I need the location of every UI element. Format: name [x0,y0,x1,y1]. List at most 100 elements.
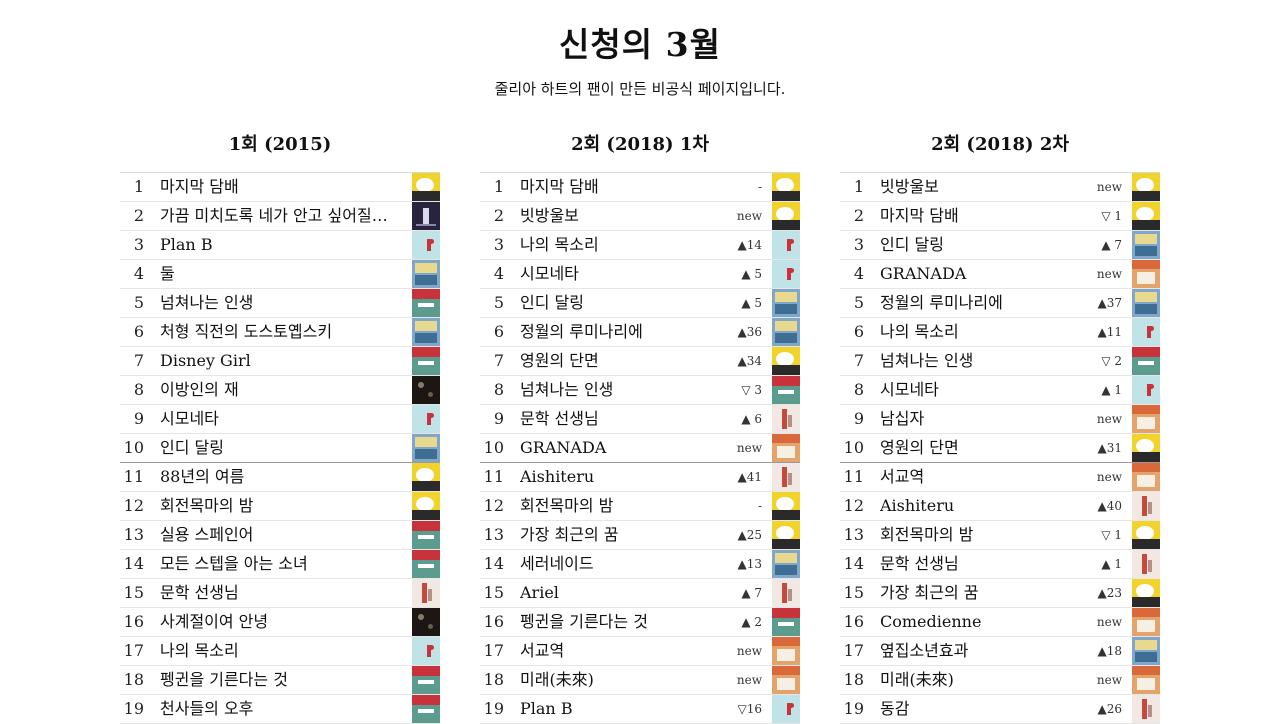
song-title-link[interactable]: 인디 달링 [160,438,224,457]
song-row[interactable]: 11 88년의 여름 [120,463,440,492]
song-title-link[interactable]: 가끔 미치도록 네가 안고 싶어질 ... [160,206,390,225]
song-title-link[interactable]: 인디 달링 [520,293,584,312]
song-row[interactable]: 17 옆집소년효과 ▲18 [840,637,1160,666]
song-title-link[interactable]: 서교역 [880,467,925,486]
song-title-link[interactable]: 가장 최근의 꿈 [520,525,619,544]
song-row[interactable]: 12 회전목마의 밤 [120,492,440,521]
song-row[interactable]: 15 가장 최근의 꿈 ▲23 [840,579,1160,608]
song-title-link[interactable]: 넘쳐나는 인생 [160,293,254,312]
song-row[interactable]: 10 GRANADA new [480,434,800,463]
song-title-link[interactable]: 서교역 [520,641,565,660]
song-title-link[interactable]: 가장 최근의 꿈 [880,583,979,602]
song-row[interactable]: 13 실용 스페인어 [120,521,440,550]
song-title-link[interactable]: 사계절이여 안녕 [160,612,269,631]
song-title-link[interactable]: 넘쳐나는 인생 [520,380,614,399]
song-row[interactable]: 10 영원의 단면 ▲31 [840,434,1160,463]
song-title-link[interactable]: 펭귄을 기른다는 것 [520,612,648,631]
song-row[interactable]: 14 세러네이드 ▲13 [480,550,800,579]
song-title-link[interactable]: 나의 목소리 [160,641,239,660]
song-row[interactable]: 6 처형 직전의 도스토옙스키 [120,318,440,347]
song-row[interactable]: 2 빗방울보 new [480,202,800,231]
song-title-link[interactable]: Ariel [520,583,559,602]
song-row[interactable]: 18 미래(未來) new [480,666,800,695]
song-row[interactable]: 10 인디 달링 [120,434,440,463]
song-row[interactable]: 15 문학 선생님 [120,579,440,608]
song-title-link[interactable]: Aishiteru [880,496,955,515]
song-title-link[interactable]: 이방인의 재 [160,380,239,399]
song-row[interactable]: 19 Plan B ▽16 [480,695,800,724]
song-row[interactable]: 5 인디 달링 ▲ 5 [480,289,800,318]
song-title-link[interactable]: 빗방울보 [880,177,939,196]
song-row[interactable]: 18 펭귄을 기른다는 것 [120,666,440,695]
song-row[interactable]: 4 GRANADA new [840,260,1160,289]
song-title-link[interactable]: Aishiteru [520,467,595,486]
song-title-link[interactable]: 회전목마의 밤 [160,496,254,515]
song-title-link[interactable]: 마지막 담배 [880,206,959,225]
song-title-link[interactable]: 미래(未來) [880,670,954,689]
song-row[interactable]: 1 마지막 담배 [120,173,440,202]
song-row[interactable]: 13 회전목마의 밤 ▽ 1 [840,521,1160,550]
song-title-link[interactable]: 시모네타 [160,409,219,428]
song-title-link[interactable]: 동감 [880,699,910,718]
song-row[interactable]: 1 마지막 담배 - [480,173,800,202]
song-title-link[interactable]: 처형 직전의 도스토옙스키 [160,322,333,341]
song-title-link[interactable]: 문학 선생님 [160,583,239,602]
song-row[interactable]: 3 인디 달링 ▲ 7 [840,231,1160,260]
song-row[interactable]: 4 시모네타 ▲ 5 [480,260,800,289]
song-title-link[interactable]: 88년의 여름 [160,467,245,486]
song-row[interactable]: 8 이방인의 재 [120,376,440,405]
song-row[interactable]: 14 문학 선생님 ▲ 1 [840,550,1160,579]
song-title-link[interactable]: 인디 달링 [880,235,944,254]
song-title-link[interactable]: 세러네이드 [520,554,594,573]
song-row[interactable]: 12 Aishiteru ▲40 [840,492,1160,521]
song-row[interactable]: 12 회전목마의 밤 - [480,492,800,521]
song-row[interactable]: 16 사계절이여 안녕 [120,608,440,637]
song-row[interactable]: 15 Ariel ▲ 7 [480,579,800,608]
song-row[interactable]: 7 넘쳐나는 인생 ▽ 2 [840,347,1160,376]
song-title-link[interactable]: 천사들의 오후 [160,699,254,718]
song-title-link[interactable]: Plan B [160,235,213,254]
song-row[interactable]: 2 마지막 담배 ▽ 1 [840,202,1160,231]
song-title-link[interactable]: 미래(未來) [520,670,594,689]
song-row[interactable]: 13 가장 최근의 꿈 ▲25 [480,521,800,550]
song-title-link[interactable]: 회전목마의 밤 [880,525,974,544]
song-title-link[interactable]: Plan B [520,699,573,718]
song-row[interactable]: 16 펭귄을 기른다는 것 ▲ 2 [480,608,800,637]
song-title-link[interactable]: 나의 목소리 [880,322,959,341]
song-row[interactable]: 1 빗방울보 new [840,173,1160,202]
song-title-link[interactable]: GRANADA [520,438,607,457]
song-row[interactable]: 6 정월의 루미나리에 ▲36 [480,318,800,347]
song-row[interactable]: 7 Disney Girl [120,347,440,376]
song-row[interactable]: 17 나의 목소리 [120,637,440,666]
song-row[interactable]: 7 영원의 단면 ▲34 [480,347,800,376]
song-row[interactable]: 3 Plan B [120,231,440,260]
song-title-link[interactable]: 실용 스페인어 [160,525,254,544]
song-title-link[interactable]: 회전목마의 밤 [520,496,614,515]
song-row[interactable]: 3 나의 목소리 ▲14 [480,231,800,260]
song-title-link[interactable]: 시모네타 [880,380,939,399]
song-row[interactable]: 9 시모네타 [120,405,440,434]
song-title-link[interactable]: 정월의 루미나리에 [520,322,643,341]
song-title-link[interactable]: 모든 스텝을 아는 소녀 [160,554,308,573]
song-title-link[interactable]: 시모네타 [520,264,579,283]
song-title-link[interactable]: 정월의 루미나리에 [880,293,1003,312]
song-row[interactable]: 5 넘쳐나는 인생 [120,289,440,318]
song-title-link[interactable]: Disney Girl [160,351,251,370]
song-title-link[interactable]: 옆집소년효과 [880,641,969,660]
song-row[interactable]: 5 정월의 루미나리에 ▲37 [840,289,1160,318]
song-row[interactable]: 17 서교역 new [480,637,800,666]
song-title-link[interactable]: 남십자 [880,409,925,428]
song-title-link[interactable]: 마지막 담배 [520,177,599,196]
song-row[interactable]: 16 Comedienne new [840,608,1160,637]
song-title-link[interactable]: 펭귄을 기른다는 것 [160,670,288,689]
song-title-link[interactable]: 문학 선생님 [880,554,959,573]
song-title-link[interactable]: 나의 목소리 [520,235,599,254]
song-title-link[interactable]: 마지막 담배 [160,177,239,196]
song-title-link[interactable]: 영원의 단면 [880,438,959,457]
song-title-link[interactable]: 넘쳐나는 인생 [880,351,974,370]
song-row[interactable]: 11 Aishiteru ▲41 [480,463,800,492]
song-row[interactable]: 18 미래(未來) new [840,666,1160,695]
song-title-link[interactable]: 영원의 단면 [520,351,599,370]
song-title-link[interactable]: 둘 [160,264,175,283]
